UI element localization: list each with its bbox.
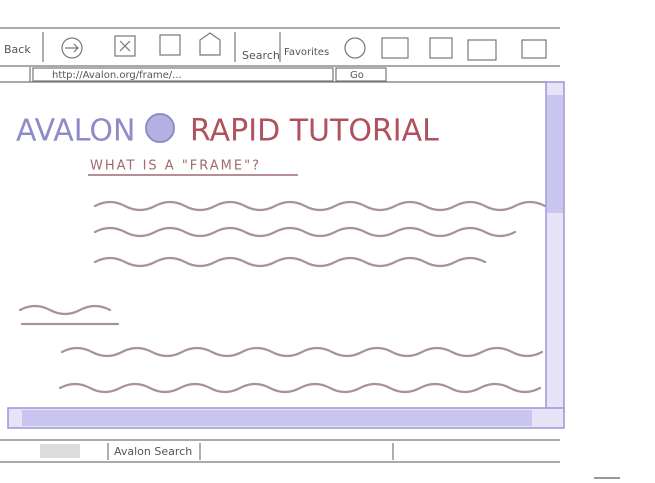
url-text: http://Avalon.org/frame/... bbox=[52, 70, 182, 81]
edit-icon bbox=[468, 40, 496, 60]
logo bbox=[146, 114, 174, 142]
refresh-icon bbox=[160, 35, 180, 55]
stop-button[interactable] bbox=[115, 36, 135, 56]
text-line bbox=[60, 384, 540, 392]
scroll-thumb[interactable] bbox=[547, 95, 563, 213]
status-bar: Avalon Search bbox=[0, 440, 560, 462]
address-bar: http://Avalon.org/frame/... Go bbox=[0, 67, 548, 82]
progress bbox=[40, 444, 80, 458]
favorites-label: Favorites bbox=[284, 47, 329, 58]
brand: AVALON bbox=[16, 114, 135, 149]
scroll-thumb[interactable] bbox=[22, 410, 532, 426]
mail-button[interactable] bbox=[382, 38, 408, 58]
back-label: Back bbox=[4, 43, 31, 56]
home-icon bbox=[200, 33, 220, 55]
back-button[interactable]: Back bbox=[4, 32, 43, 62]
arrow bbox=[65, 44, 78, 52]
horizontal-scrollbar[interactable] bbox=[8, 408, 564, 428]
print-icon bbox=[430, 38, 452, 58]
page: Back Search Favorites http://Avalon.org/… bbox=[0, 0, 655, 483]
home-button[interactable] bbox=[200, 33, 220, 55]
tutorial-title: RAPID TUTORIAL bbox=[190, 114, 439, 149]
discuss-button[interactable] bbox=[522, 40, 546, 58]
favorites-button[interactable]: Favorites bbox=[280, 32, 329, 62]
forward-button[interactable] bbox=[62, 38, 82, 58]
discuss-icon bbox=[522, 40, 546, 58]
subtitle: WHAT IS A "FRAME"? bbox=[90, 159, 261, 174]
history-button[interactable] bbox=[345, 38, 365, 58]
status-tab[interactable]: Avalon Search bbox=[114, 445, 192, 458]
x bbox=[120, 41, 130, 51]
edit-button[interactable] bbox=[468, 40, 496, 60]
go-label: Go bbox=[350, 70, 364, 81]
print-button[interactable] bbox=[430, 38, 452, 58]
text-line bbox=[95, 258, 485, 266]
search-button[interactable]: Search bbox=[235, 32, 280, 62]
browser-sketch: Back Search Favorites http://Avalon.org/… bbox=[0, 0, 655, 483]
text-line bbox=[62, 348, 542, 356]
history-icon bbox=[345, 38, 365, 58]
refresh-button[interactable] bbox=[160, 35, 180, 55]
text-line bbox=[20, 306, 110, 314]
search-label: Search bbox=[242, 49, 280, 62]
mail-icon bbox=[382, 38, 408, 58]
text-line bbox=[95, 202, 545, 210]
vertical-scrollbar[interactable] bbox=[546, 82, 564, 412]
text-line bbox=[95, 228, 515, 236]
